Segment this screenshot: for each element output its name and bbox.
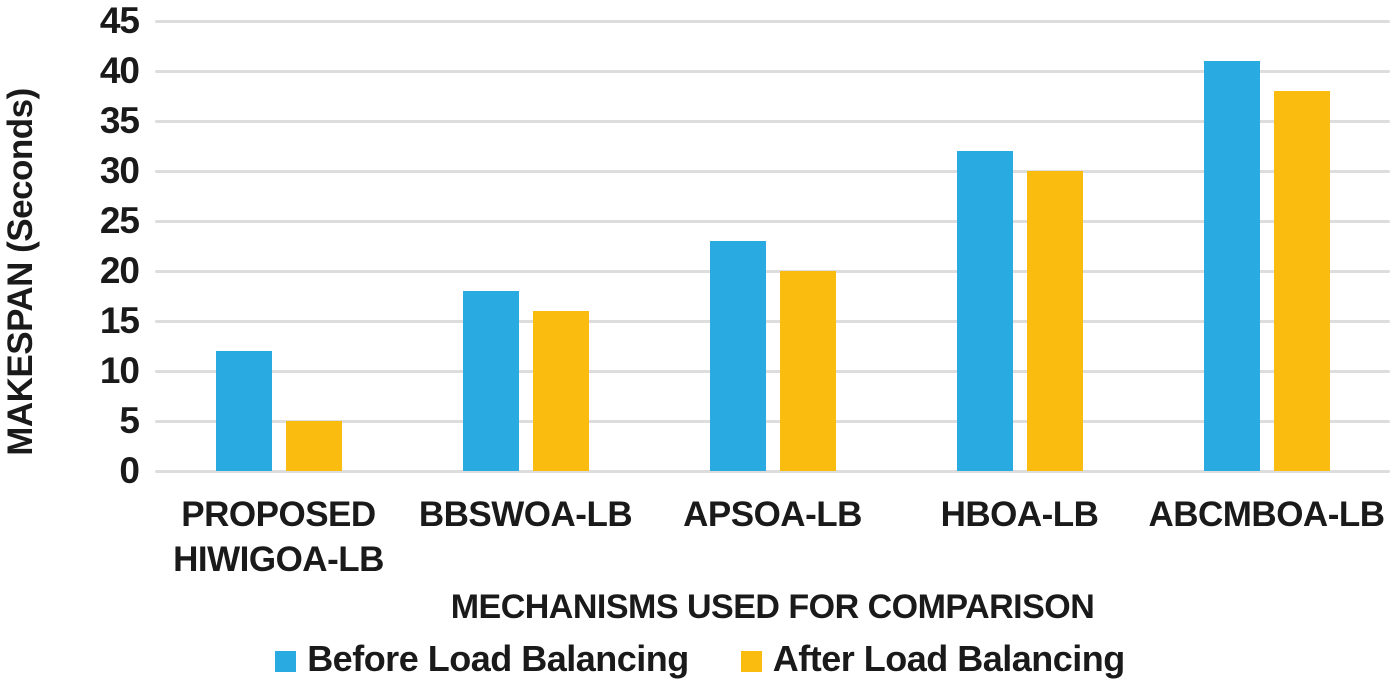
legend-item-after-load-balancing: After Load Balancing	[740, 638, 1126, 679]
legend-item-before-load-balancing: Before Load Balancing	[275, 639, 689, 679]
gridline-y-45	[155, 19, 1390, 23]
bar-group-bbswoa-lb	[402, 21, 649, 471]
gridline-y-15	[155, 319, 1390, 323]
bar-before-load-balancing-bbswoa-lb	[462, 291, 519, 471]
y-tick-label-40: 40	[99, 50, 140, 91]
bar-before-load-balancing-hboa-lb	[956, 151, 1013, 471]
plot-area: 0 5 10 15 20 25 30 35 40 45	[100, 2, 1390, 490]
bar-groups	[155, 21, 1390, 471]
y-tick-label-25: 25	[99, 200, 140, 241]
x-tick-label-abcmboa-lb: ABCMBOA-LB	[1148, 495, 1385, 534]
gridline-y-40	[155, 69, 1390, 73]
gridline-y-20	[155, 269, 1390, 273]
bar-after-load-balancing-bbswoa-lb	[532, 311, 589, 471]
gridline-y-0	[155, 469, 1390, 473]
x-tick-label-proposed-hiwigoa-lb: PROPOSED HIWIGOA-LB	[173, 495, 384, 579]
gridline-y-5	[155, 419, 1390, 423]
bar-group-abcmboa-lb	[1143, 21, 1390, 471]
y-tick-label-20: 20	[99, 250, 140, 291]
x-tick-label-hboa-lb: HBOA-LB	[940, 495, 1099, 534]
bar-after-load-balancing-abcmboa-lb	[1273, 91, 1330, 471]
bar-after-load-balancing-hboa-lb	[1026, 171, 1083, 471]
y-tick-label-0: 0	[119, 450, 140, 491]
legend: Before Load Balancing After Load Balancin…	[0, 639, 1400, 679]
bar-group-apsoa-lb	[649, 21, 896, 471]
legend-swatch-after-load-balancing	[740, 651, 762, 672]
gridline-y-25	[155, 219, 1390, 223]
y-tick-label-45: 45	[99, 0, 140, 41]
x-tick-label-bbswoa-lb: BBSWOA-LB	[418, 495, 633, 534]
gridline-y-35	[155, 119, 1390, 123]
y-tick-label-15: 15	[99, 300, 140, 341]
x-axis-tick-labels: PROPOSED HIWIGOA-LB BBSWOA-LB APSOA-LB HBOA-…	[155, 492, 1390, 582]
y-tick-label-10: 10	[99, 350, 140, 391]
gridline-y-30	[155, 169, 1390, 173]
gridline-y-10	[155, 369, 1390, 373]
legend-label-after-load-balancing: After Load Balancing	[772, 638, 1126, 679]
legend-swatch-before-load-balancing	[275, 651, 297, 672]
y-tick-label-35: 35	[99, 100, 140, 141]
bar-group-proposed-hiwigoa-lb	[155, 21, 402, 471]
bar-group-hboa-lb	[896, 21, 1143, 471]
bar-before-load-balancing-abcmboa-lb	[1203, 61, 1260, 471]
legend-label-before-load-balancing: Before Load Balancing	[307, 638, 689, 679]
y-tick-label-30: 30	[99, 150, 140, 191]
x-tick-label-apsoa-lb: APSOA-LB	[683, 495, 862, 534]
bar-after-load-balancing-proposed-hiwigoa-lb	[285, 421, 342, 471]
x-axis-title: MECHANISMS USED FOR COMPARISON	[450, 588, 1095, 626]
bar-after-load-balancing-apsoa-lb	[779, 271, 836, 471]
bar-before-load-balancing-proposed-hiwigoa-lb	[215, 351, 272, 471]
y-tick-label-5: 5	[119, 400, 140, 441]
bar-before-load-balancing-apsoa-lb	[709, 241, 766, 471]
